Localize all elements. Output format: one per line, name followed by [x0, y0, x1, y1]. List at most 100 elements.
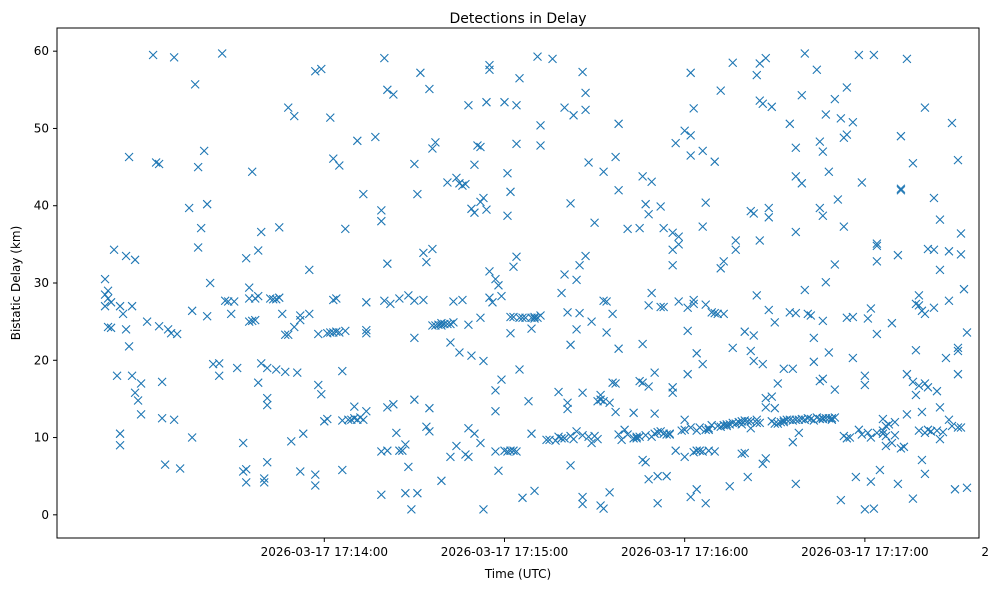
data-point — [361, 328, 371, 338]
data-point — [680, 425, 690, 435]
data-point — [277, 309, 287, 319]
data-point — [190, 80, 200, 89]
data-point — [710, 447, 720, 456]
data-point — [893, 479, 903, 489]
data-point — [917, 455, 927, 465]
data-point — [887, 318, 897, 328]
data-point — [707, 307, 717, 317]
data-point — [512, 252, 521, 262]
data-point — [431, 137, 440, 147]
data-point — [914, 290, 924, 300]
data-point — [512, 447, 521, 456]
data-point — [506, 328, 515, 338]
x-tick-label: 2026-03-17 17:16:00 — [621, 545, 748, 559]
data-point — [337, 366, 347, 376]
data-point — [400, 440, 410, 449]
data-point — [599, 296, 608, 306]
data-point — [848, 353, 858, 363]
data-point — [485, 293, 494, 303]
data-point — [932, 386, 942, 396]
data-point — [536, 120, 545, 130]
data-point — [860, 371, 870, 381]
data-point — [446, 338, 455, 347]
data-point — [935, 434, 945, 444]
data-point — [271, 294, 281, 304]
data-point — [563, 307, 572, 317]
data-point — [416, 68, 425, 78]
data-point — [310, 481, 320, 490]
data-point — [920, 379, 930, 388]
data-point — [842, 433, 852, 443]
data-point — [935, 265, 945, 275]
data-point — [689, 447, 699, 457]
data-point — [848, 117, 858, 127]
data-point — [458, 295, 467, 305]
data-point — [869, 504, 879, 514]
data-point — [758, 99, 768, 109]
data-point — [863, 428, 873, 438]
data-point — [476, 142, 485, 152]
data-point — [406, 505, 416, 514]
data-point — [259, 474, 269, 483]
data-point — [680, 452, 690, 462]
data-point — [400, 488, 410, 498]
data-point — [788, 437, 798, 447]
data-point — [839, 222, 849, 231]
data-point — [331, 327, 341, 337]
data-point — [737, 420, 747, 429]
data-point — [752, 70, 762, 80]
data-point — [830, 260, 840, 269]
data-point — [809, 357, 819, 367]
data-point — [229, 297, 239, 306]
data-point — [656, 302, 666, 312]
data-point — [476, 438, 485, 448]
data-point — [614, 344, 623, 354]
data-point — [578, 492, 587, 502]
data-point — [298, 429, 308, 439]
data-point — [244, 317, 254, 327]
data-point — [313, 380, 323, 390]
data-point — [611, 379, 620, 388]
x-tick-label: 2026-03-17 17:18:00 — [981, 545, 989, 559]
y-tick-label: 0 — [41, 508, 49, 522]
data-point — [857, 178, 867, 187]
data-point — [818, 211, 828, 221]
data-point — [479, 505, 488, 514]
data-point — [262, 457, 272, 467]
data-point — [683, 369, 693, 379]
data-point — [785, 119, 795, 129]
data-point — [428, 144, 437, 153]
data-point — [944, 296, 954, 306]
data-point — [533, 52, 542, 61]
data-point — [232, 363, 242, 373]
data-point — [920, 309, 930, 319]
data-point — [638, 339, 648, 349]
data-point — [503, 168, 512, 178]
data-point — [425, 84, 434, 94]
data-point — [518, 493, 527, 503]
data-point — [914, 426, 924, 435]
data-point — [509, 446, 518, 456]
data-point — [686, 423, 696, 432]
data-point — [770, 403, 780, 413]
data-point — [716, 263, 726, 273]
data-point — [409, 296, 419, 306]
data-point — [776, 417, 786, 427]
data-point — [674, 297, 684, 306]
data-point — [902, 369, 912, 379]
data-point — [425, 426, 434, 436]
data-point — [322, 414, 332, 424]
data-point — [295, 467, 305, 476]
data-point — [280, 367, 290, 377]
data-point — [283, 330, 293, 340]
data-point — [956, 423, 966, 432]
data-point — [752, 290, 762, 300]
data-point — [154, 321, 164, 331]
data-point — [157, 413, 167, 423]
data-point — [268, 294, 278, 304]
data-point — [247, 316, 257, 326]
data-point — [578, 499, 587, 509]
data-point — [587, 317, 596, 327]
data-point — [103, 286, 113, 296]
data-point — [578, 67, 587, 77]
